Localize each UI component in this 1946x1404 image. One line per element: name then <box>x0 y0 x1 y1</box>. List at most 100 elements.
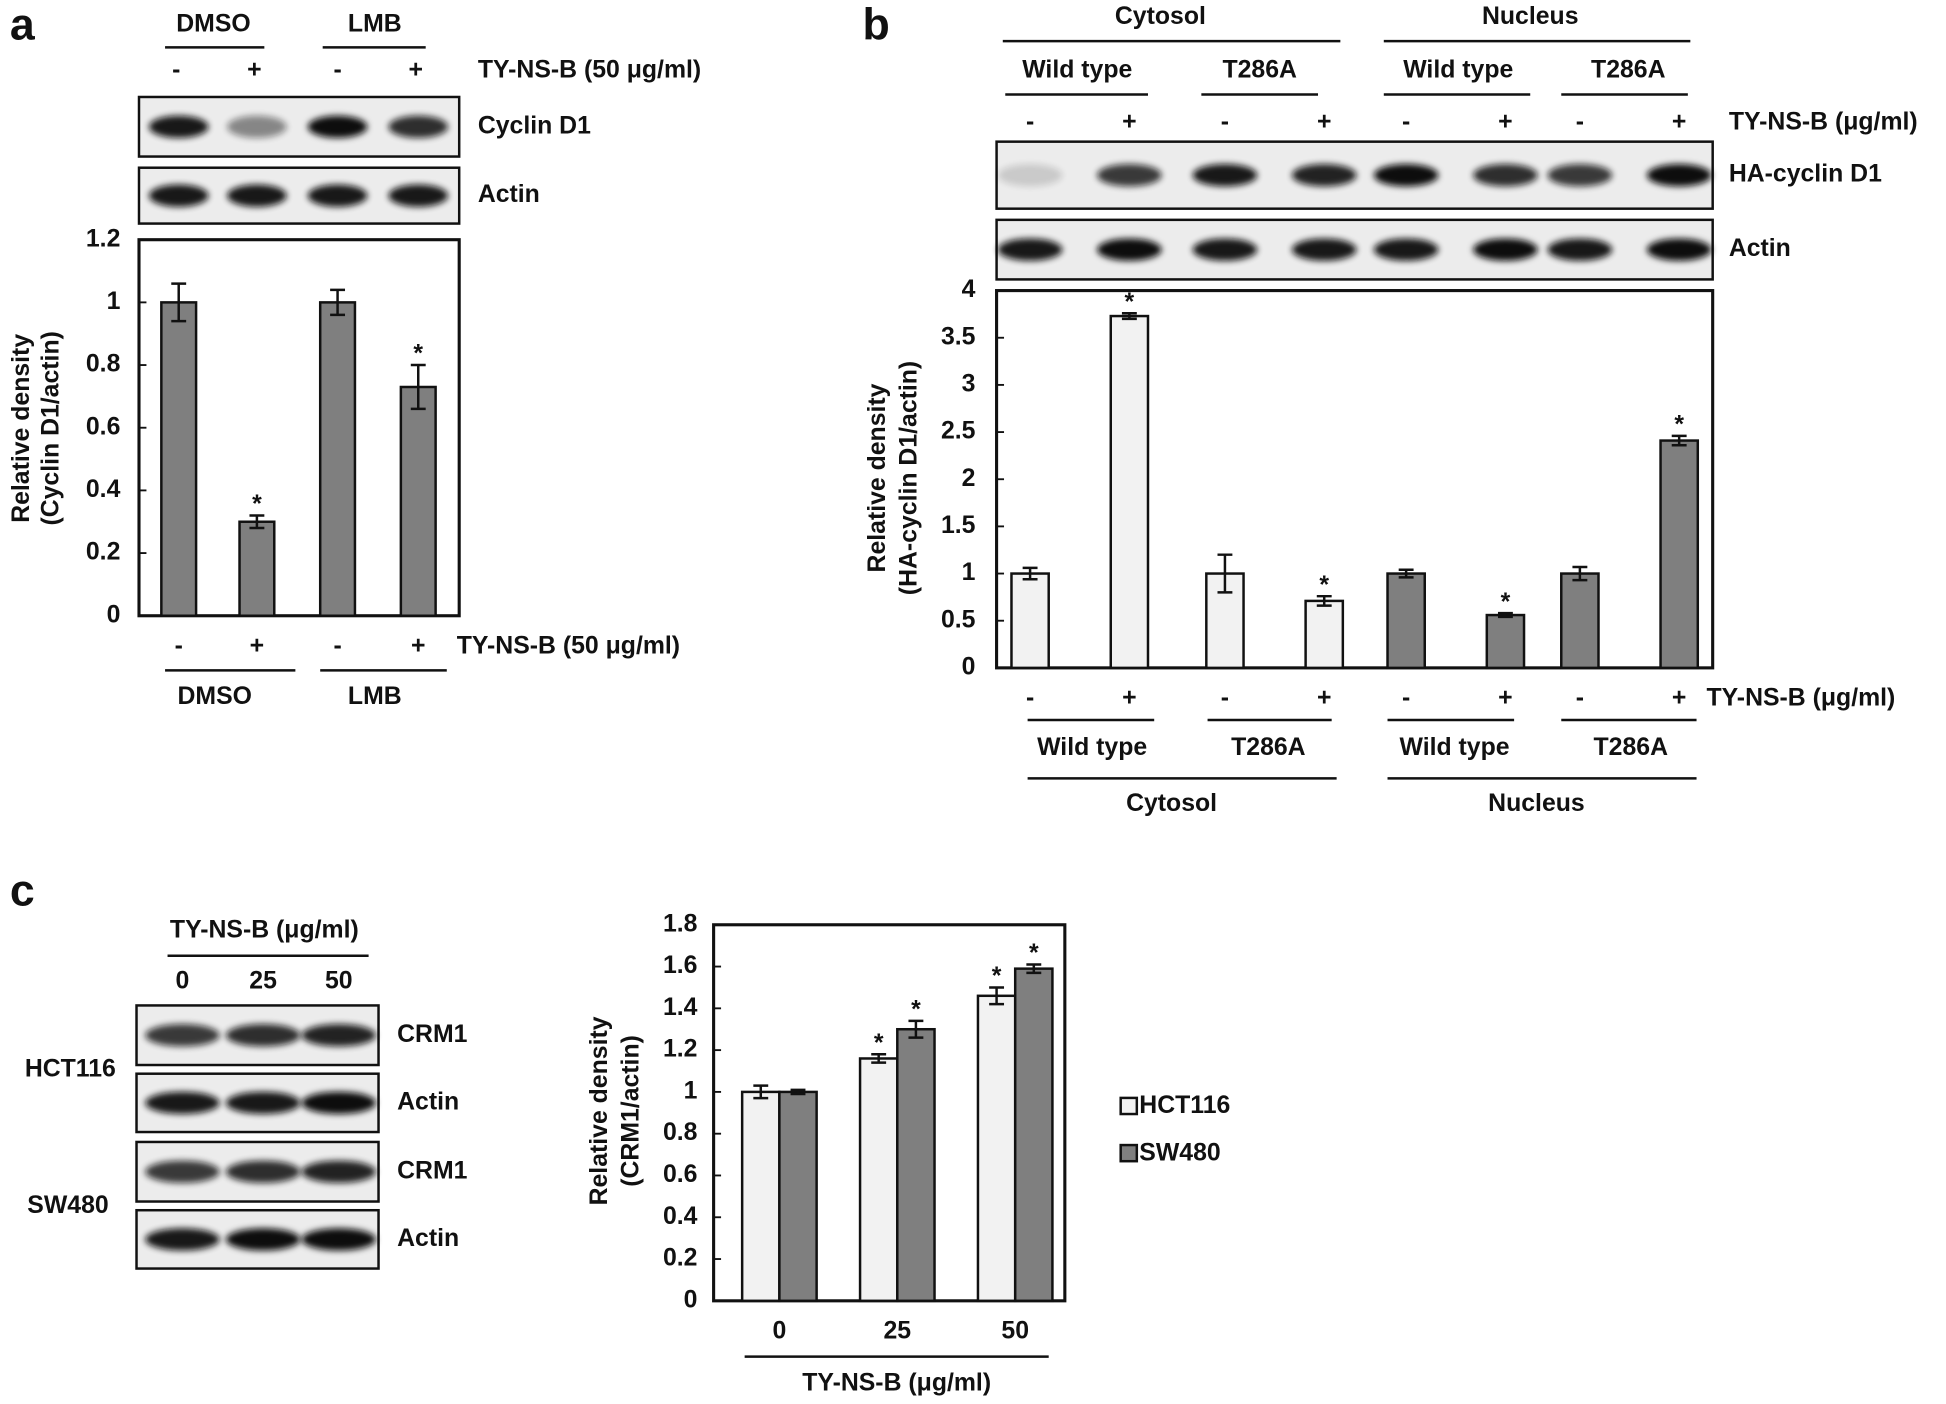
blot-band <box>1473 163 1538 187</box>
blot-band <box>225 1228 301 1251</box>
blot-band <box>997 238 1063 261</box>
treatment-label: TY-NS-B (50 μg/ml) <box>457 632 680 659</box>
bar <box>1386 572 1426 670</box>
y-axis-title: Relative density <box>864 383 891 572</box>
y-axis-title: (CRM1/actin) <box>617 1035 644 1187</box>
blot-label: Actin <box>1729 235 1791 262</box>
y-tick-label: 1.2 <box>86 225 121 252</box>
treatment-label: TY-NS-B (μg/ml) <box>1729 109 1918 136</box>
error-bar <box>871 1053 887 1064</box>
blot-label: Actin <box>478 181 540 208</box>
y-tick-label: 0 <box>962 653 976 680</box>
subgroup-label: T286A <box>1594 734 1669 761</box>
error-bar <box>908 1019 924 1039</box>
bar <box>1485 613 1526 670</box>
error-bar <box>1398 568 1414 579</box>
blot-band <box>301 1024 377 1047</box>
lane-label: 50 <box>325 967 353 994</box>
x-tick-label: + <box>411 632 426 659</box>
blot-band <box>1373 163 1439 187</box>
blot-band <box>148 184 209 207</box>
error-bar <box>1671 434 1687 447</box>
y-tick-label: 1 <box>962 559 976 586</box>
bar <box>238 520 276 617</box>
group-label: LMB <box>348 11 402 38</box>
blot-band <box>1291 238 1357 261</box>
bar <box>1304 599 1345 670</box>
y-tick-label: 0.4 <box>663 1203 698 1230</box>
blot-band <box>225 1160 301 1183</box>
y-tick-label: 1.5 <box>941 512 976 539</box>
y-tick-label: 0.2 <box>86 539 121 566</box>
subgroup-label: Wild type <box>1037 734 1147 761</box>
y-tick-label: 0.8 <box>86 351 121 378</box>
group-label: DMSO <box>176 11 250 38</box>
treatment-sign: - <box>1026 109 1034 136</box>
error-bar <box>753 1084 769 1100</box>
bar <box>896 1027 936 1303</box>
bar <box>976 994 1017 1303</box>
panel-letter: c <box>10 867 35 916</box>
y-tick-label: 0.6 <box>663 1161 698 1188</box>
panel-letter: a <box>10 0 36 49</box>
group-label: LMB <box>348 683 402 710</box>
bar <box>858 1057 899 1303</box>
x-tick-label: - <box>1221 684 1229 711</box>
x-tick-label: + <box>1122 684 1137 711</box>
legend-swatch <box>1119 1096 1139 1116</box>
treatment-sign: - <box>1221 109 1229 136</box>
blot-band <box>1192 163 1258 187</box>
treatment-sign: - <box>333 56 341 83</box>
x-axis-title: TY-NS-B (μg/ml) <box>802 1370 991 1397</box>
significance-label: * <box>1501 589 1511 616</box>
x-tick-label: - <box>1026 684 1034 711</box>
blot-band <box>388 184 449 207</box>
blot-band <box>1192 238 1258 261</box>
subgroup-label: Wild type <box>1400 734 1510 761</box>
y-tick-label: 1 <box>107 288 121 315</box>
y-tick-label: 1.8 <box>663 910 698 937</box>
y-axis-title: Relative density <box>586 1016 613 1205</box>
y-tick-label: 2.5 <box>941 418 976 445</box>
treatment-sign: + <box>247 56 262 83</box>
blot-band <box>1291 163 1357 187</box>
y-axis-title: (Cyclin D1/actin) <box>38 331 65 525</box>
y-tick-label: 0.5 <box>941 606 976 633</box>
x-tick-label: + <box>250 632 265 659</box>
blot-label: CRM1 <box>397 1157 468 1184</box>
blot-band <box>1547 238 1613 261</box>
blot-band <box>145 1091 220 1115</box>
treatment-sign: + <box>1122 109 1137 136</box>
error-bar <box>1022 566 1038 581</box>
significance-label: * <box>1029 940 1039 967</box>
blot-band <box>1097 163 1162 187</box>
group-label: Nucleus <box>1488 790 1585 817</box>
error-bar <box>330 288 346 317</box>
group-label: Cytosol <box>1115 3 1206 30</box>
bar <box>1010 572 1050 670</box>
y-tick-label: 1.6 <box>663 952 698 979</box>
blot-band <box>225 1091 301 1115</box>
y-tick-label: 0 <box>107 601 121 628</box>
x-tick-label: 25 <box>883 1317 911 1344</box>
y-tick-label: 1.4 <box>663 994 698 1021</box>
blot-band <box>1547 163 1613 187</box>
panel-letter: b <box>863 0 890 49</box>
blot-band <box>997 163 1063 187</box>
bar <box>740 1090 781 1303</box>
blot-band <box>1646 238 1712 261</box>
treatment-sign: - <box>172 56 180 83</box>
blot-band <box>1473 238 1538 261</box>
blot-band <box>301 1160 377 1183</box>
y-tick-label: 4 <box>962 276 976 303</box>
blot-label: CRM1 <box>397 1021 468 1048</box>
treatment-sign: + <box>1672 109 1687 136</box>
error-bar <box>410 363 426 411</box>
y-tick-label: 0.4 <box>86 476 121 503</box>
blot-label: Actin <box>397 1088 459 1115</box>
y-tick-label: 0.6 <box>86 413 121 440</box>
blot-band <box>307 184 368 207</box>
subgroup-label: T286A <box>1231 734 1306 761</box>
bar <box>778 1090 818 1303</box>
